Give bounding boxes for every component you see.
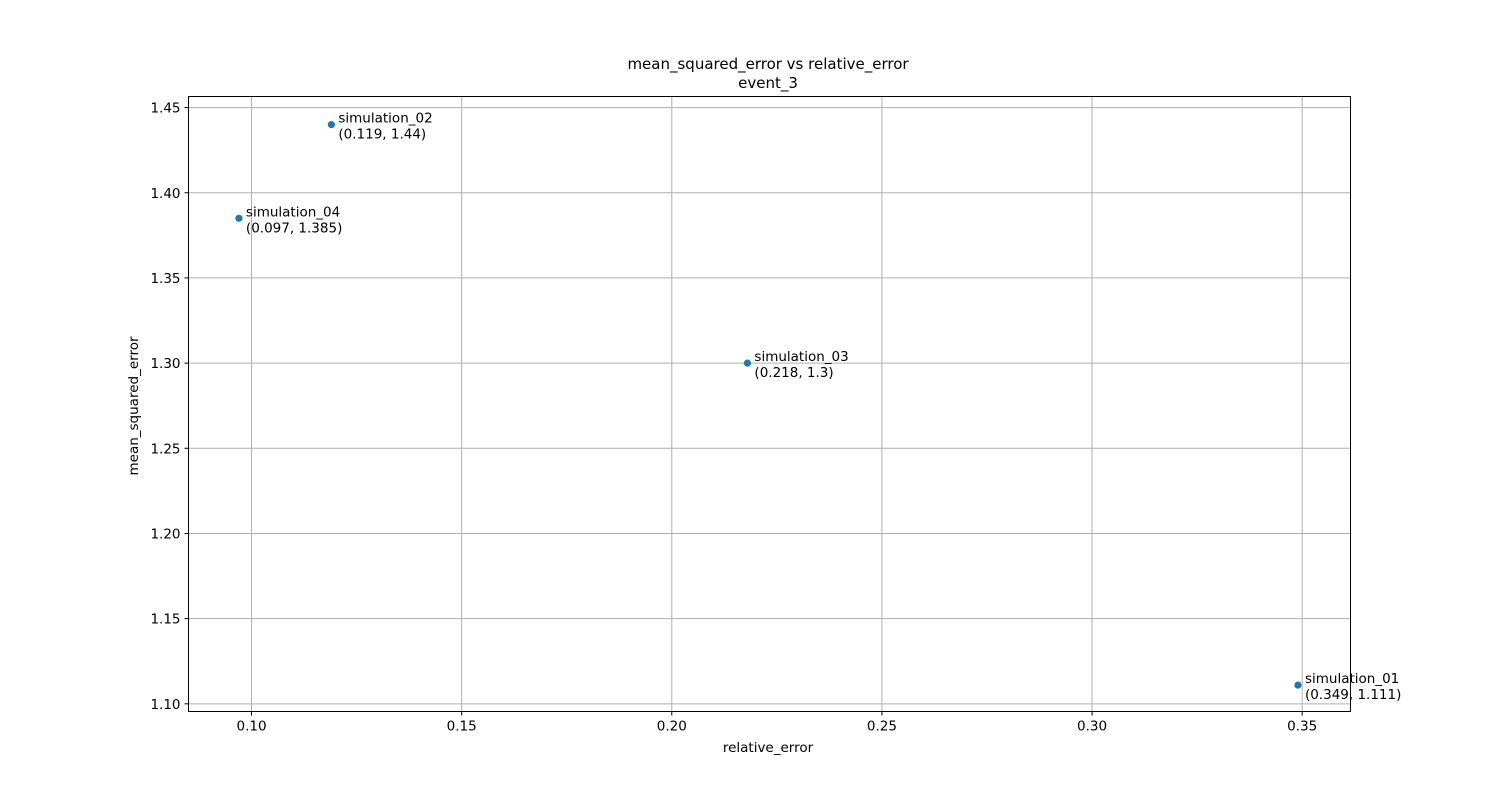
x-tick-label: 0.25 <box>867 719 897 735</box>
y-axis-label: mean_squared_error <box>126 336 142 475</box>
x-tick-label: 0.35 <box>1287 719 1317 735</box>
y-tick-label: 1.35 <box>150 271 180 287</box>
chart-subtitle: event_3 <box>738 74 798 93</box>
chart-title: mean_squared_error vs relative_error <box>627 55 909 74</box>
data-point <box>743 359 752 367</box>
plot-frame <box>188 96 1351 712</box>
data-point <box>1294 681 1302 689</box>
x-tick-label: 0.20 <box>657 719 687 735</box>
axis-ticks: 0.10 0.15 0.20 0.25 0.30 0.35 1.10 1.15 1.20 1.25… <box>150 101 1317 735</box>
point-coords-label: (0.218, 1.3) <box>754 365 833 381</box>
point-name-label: simulation_02 <box>338 111 432 127</box>
point-coords-label: (0.097, 1.385) <box>246 220 342 236</box>
x-tick-label: 0.10 <box>237 719 267 735</box>
y-tick-label: 1.30 <box>150 356 180 372</box>
x-tick-label: 0.30 <box>1077 719 1107 735</box>
point-name-label: simulation_01 <box>1305 671 1399 687</box>
y-tick-label: 1.20 <box>150 526 180 542</box>
point-coords-label: (0.349, 1.111) <box>1305 687 1401 703</box>
data-point <box>327 121 335 129</box>
y-tick-label: 1.10 <box>150 697 180 713</box>
point-coords-label: (0.119, 1.44) <box>338 127 426 143</box>
y-tick-label: 1.45 <box>150 101 180 117</box>
data-point <box>235 214 243 222</box>
y-tick-label: 1.15 <box>150 612 180 628</box>
x-axis-label: relative_error <box>723 740 814 756</box>
point-name-label: simulation_03 <box>754 349 848 365</box>
y-tick-label: 1.40 <box>150 186 180 202</box>
y-tick-label: 1.25 <box>150 441 180 457</box>
data-points: simulation_02(0.119, 1.44)simulation_04(… <box>235 111 1401 703</box>
x-tick-label: 0.15 <box>447 719 477 735</box>
grid <box>188 96 1351 712</box>
point-name-label: simulation_04 <box>246 204 340 220</box>
